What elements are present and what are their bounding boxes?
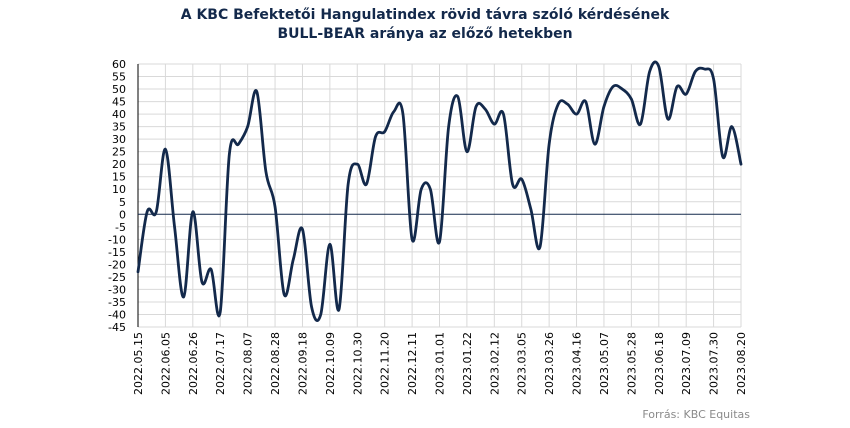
y-tick-label: -5 [115, 221, 126, 234]
y-tick-label: 60 [112, 58, 126, 71]
source-note: Forrás: KBC Equitas [642, 408, 750, 421]
x-tick-label: 2022.06.05 [159, 332, 172, 395]
y-tick-label: -25 [108, 271, 126, 284]
y-tick-label: -40 [108, 308, 126, 321]
y-tick-label: 20 [112, 158, 126, 171]
series-group [136, 60, 743, 322]
y-tick-label: 0 [119, 208, 126, 221]
y-tick-label: 35 [112, 121, 126, 134]
x-tick-label: 2022.06.26 [187, 332, 200, 395]
x-tick-label: 2022.10.30 [351, 332, 364, 395]
x-tick-label: 2023.03.26 [543, 332, 556, 395]
x-tick-label: 2022.09.18 [296, 332, 309, 395]
y-tick-label: 25 [112, 146, 126, 159]
x-tick-label: 2023.05.28 [625, 332, 638, 395]
y-tick-label: 5 [119, 196, 126, 209]
x-tick-label: 2022.10.09 [324, 332, 337, 395]
x-tick-label: 2023.03.05 [516, 332, 529, 395]
y-tick-label: 55 [112, 71, 126, 84]
x-tick-label: 2022.11.20 [379, 332, 392, 395]
x-tick-label: 2022.12.11 [406, 332, 419, 395]
chart-title-line2: BULL-BEAR aránya az előző hetekben [277, 26, 573, 42]
x-tick-label: 2023.07.09 [680, 332, 693, 395]
x-tick-label: 2023.05.07 [598, 332, 611, 395]
x-tick-label: 2022.08.28 [269, 332, 282, 395]
y-tick-label: -10 [108, 233, 126, 246]
x-tick-label: 2023.01.01 [434, 332, 447, 395]
grid-lines [137, 63, 742, 328]
x-axis [137, 64, 741, 327]
chart-title-line1: A KBC Befektetői Hangulatindex rövid táv… [180, 7, 670, 23]
x-tick-label: 2023.06.18 [653, 332, 666, 395]
y-tick-label: 15 [112, 171, 126, 184]
series-line [136, 60, 743, 322]
x-tick-label: 2023.01.22 [461, 332, 474, 395]
y-tick-label: -20 [108, 258, 126, 271]
y-tick-label: -15 [108, 246, 126, 259]
y-tick-label: 40 [112, 108, 126, 121]
x-tick-label: 2023.08.20 [735, 332, 748, 395]
x-tick-label: 2023.07.30 [708, 332, 721, 395]
x-tick-label: 2022.08.07 [242, 332, 255, 395]
y-tick-label: -35 [108, 296, 126, 309]
y-tick-label: 10 [112, 183, 126, 196]
x-tick-label: 2022.07.17 [214, 332, 227, 395]
x-axis-ticks: 2022.05.15 2022.06.05 2022.06.26 2022.07.17… [132, 332, 748, 395]
x-tick-label: 2022.05.15 [132, 332, 145, 395]
y-tick-label: -30 [108, 283, 126, 296]
y-tick-label: 45 [112, 96, 126, 109]
y-tick-label: 50 [112, 83, 126, 96]
x-tick-label: 2023.04.16 [571, 332, 584, 395]
y-tick-label: -45 [108, 321, 126, 334]
x-tick-label: 2023.02.12 [488, 332, 501, 395]
y-tick-label: 30 [112, 133, 126, 146]
y-axis-ticks: 605550454035302520151050-5-10-15-20-25-3… [108, 58, 126, 334]
chart-title: A KBC Befektetői Hangulatindex rövid táv… [0, 6, 850, 44]
